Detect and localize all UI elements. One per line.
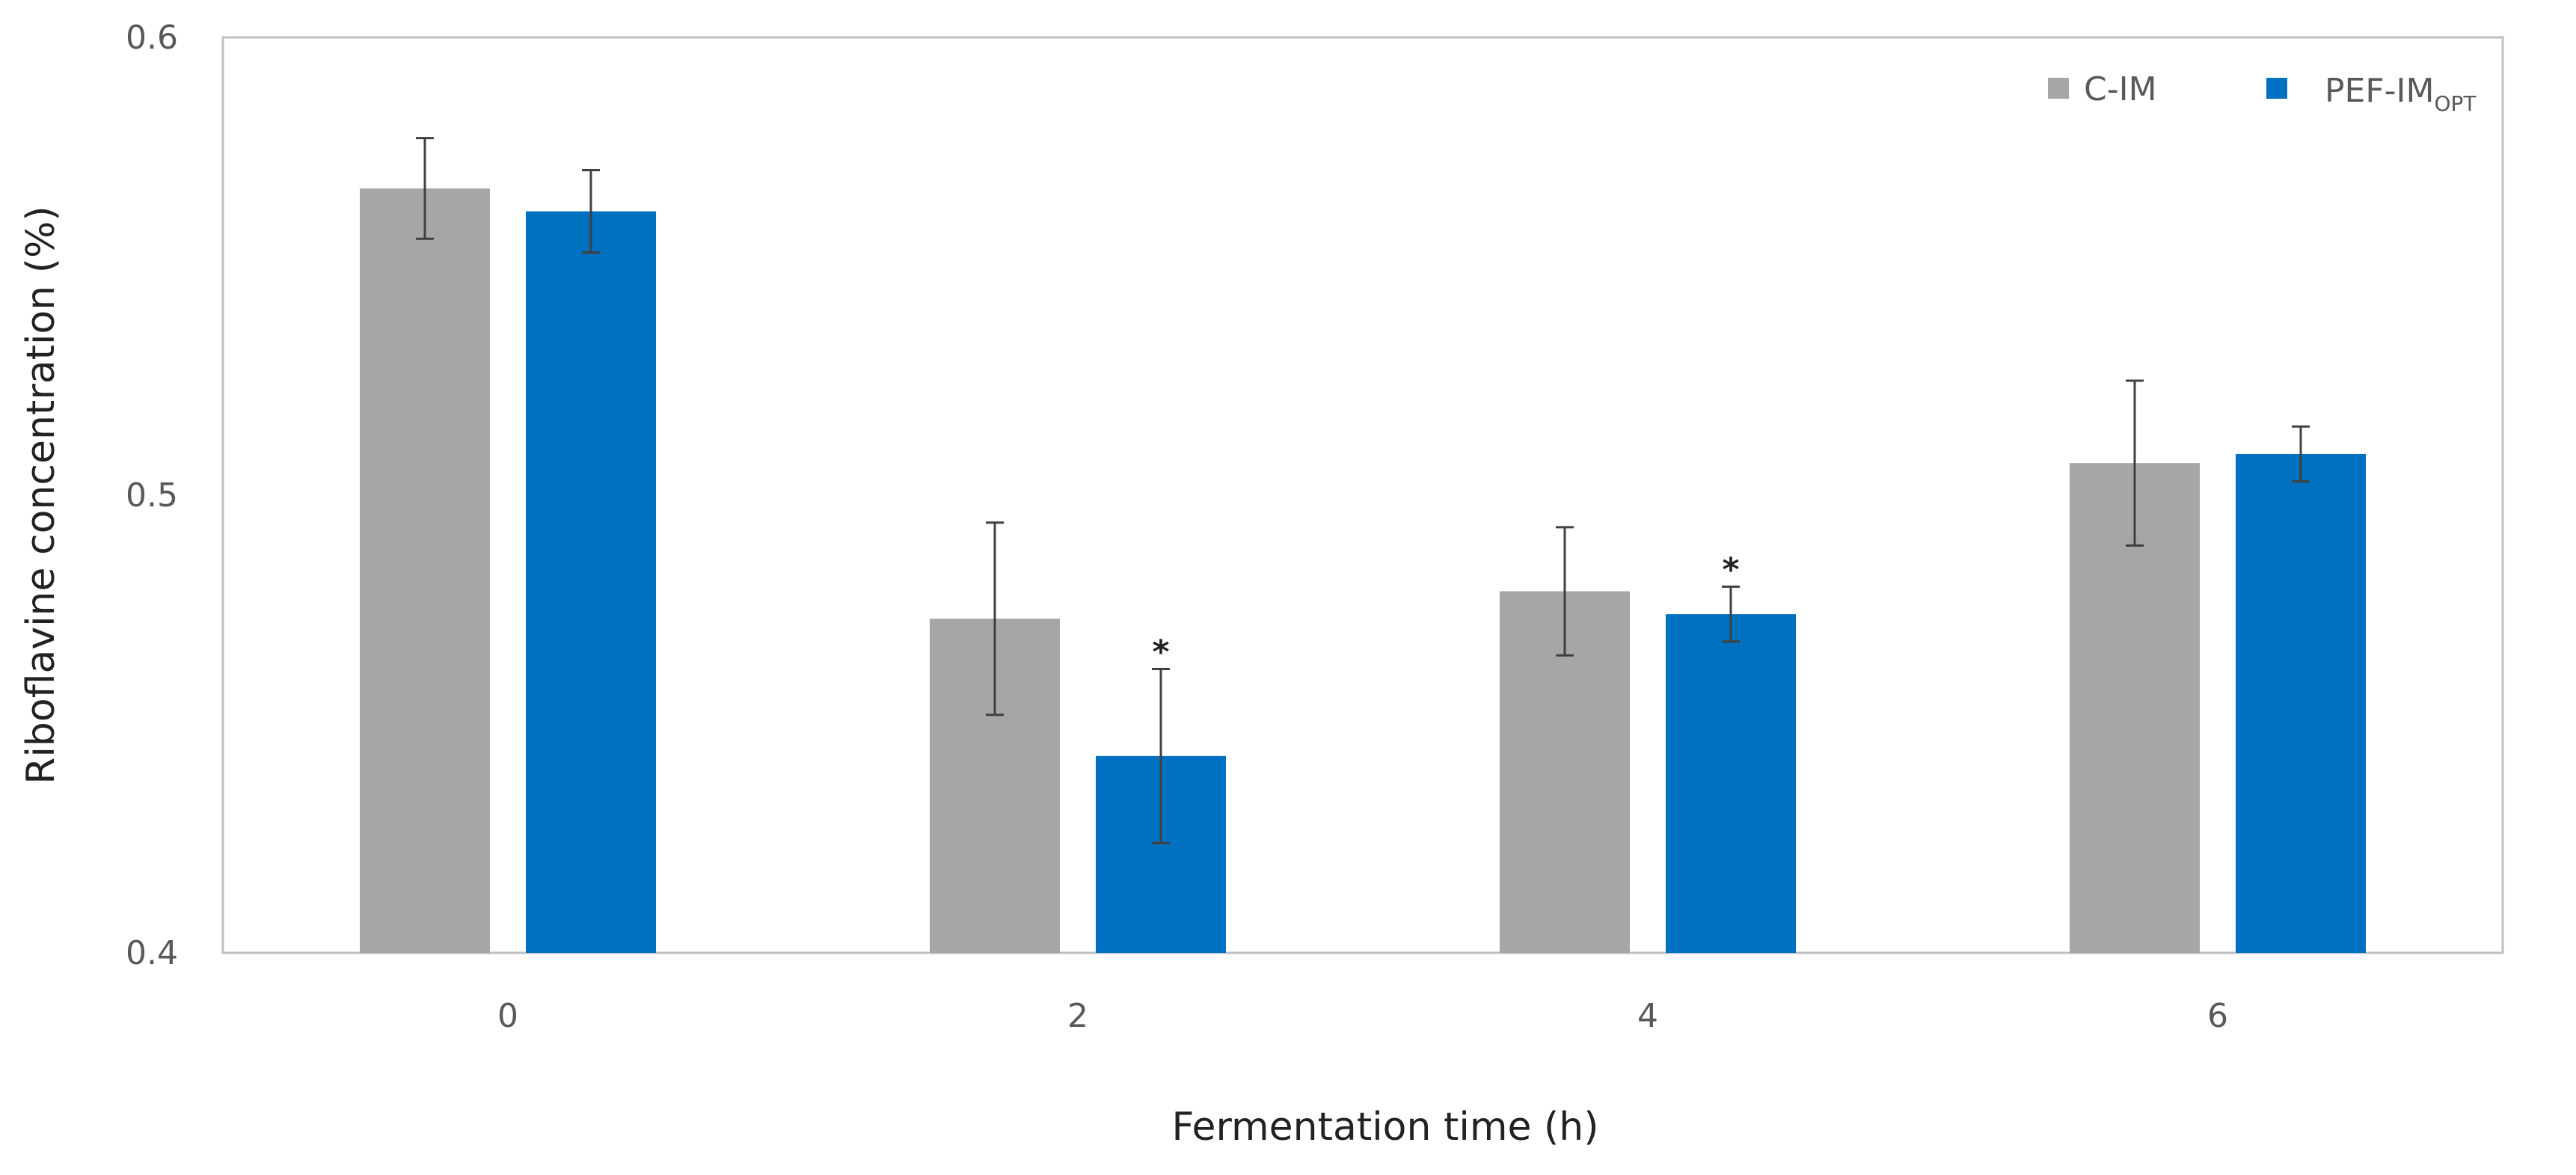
bar-c-im — [360, 188, 490, 953]
x-axis-ticks: 0 2 4 6 — [497, 997, 2228, 1035]
significance-marks: ** — [1152, 550, 1739, 671]
bar-pef-imopt — [526, 211, 656, 953]
y-tick-label: 0.4 — [126, 934, 178, 972]
legend-label-pef-im-opt: PEF-IMOPT — [2325, 72, 2477, 116]
x-tick-label: 6 — [2207, 997, 2228, 1035]
legend-swatch-pef-im-opt — [2266, 78, 2287, 99]
bar-pef-imopt — [1666, 614, 1796, 953]
significance-mark: * — [1722, 550, 1739, 589]
significance-mark: * — [1152, 633, 1169, 672]
y-tick-label: 0.6 — [126, 19, 178, 57]
y-tick-label: 0.5 — [126, 476, 178, 515]
legend-label-subscript: OPT — [2434, 91, 2477, 116]
y-axis-ticks: 0.4 0.5 0.6 — [126, 19, 178, 972]
legend-label-main: PEF-IM — [2325, 72, 2434, 110]
error-bars — [416, 137, 2310, 844]
x-tick-label: 0 — [497, 997, 518, 1035]
x-axis-title: Fermentation time (h) — [1171, 1105, 1598, 1150]
plot-area-frame — [221, 36, 2504, 954]
x-tick-label: 4 — [1637, 997, 1658, 1035]
y-axis-title: Riboflavine concentration (%) — [19, 206, 64, 784]
bar-pef-imopt — [2236, 453, 2366, 953]
x-tick-label: 2 — [1067, 997, 1088, 1035]
legend-label-c-im: C-IM — [2084, 70, 2157, 108]
legend-swatch-c-im — [2048, 78, 2069, 99]
bars — [360, 188, 2366, 953]
legend: C-IM PEF-IMOPT — [2048, 70, 2477, 116]
